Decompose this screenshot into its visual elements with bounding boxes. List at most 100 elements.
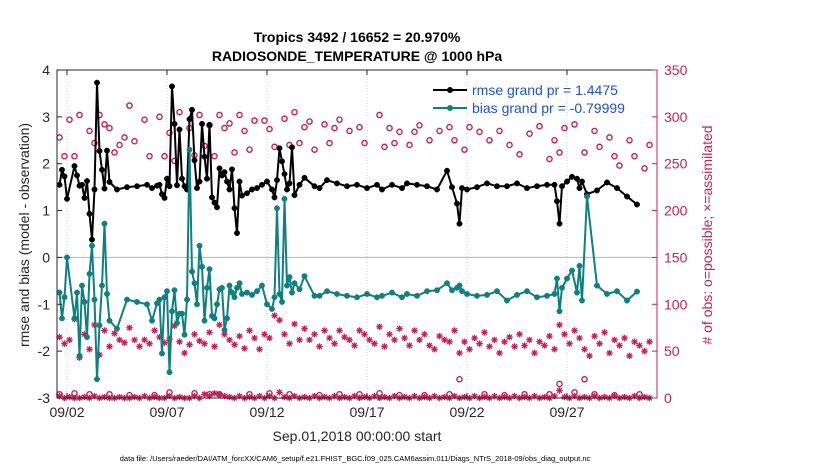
obs-assimilated-stroke	[196, 338, 203, 344]
obs-assimilated-point	[421, 393, 428, 401]
rmse-series-point	[594, 187, 600, 194]
rmse-series-point	[134, 183, 140, 190]
rmse-series	[56, 79, 640, 243]
obs-assimilated-stroke	[221, 331, 228, 338]
y-left-tick-label: -3	[38, 390, 51, 406]
rmse-series-point	[316, 185, 323, 192]
obs-possible-point	[631, 152, 638, 160]
obs-assimilated-point	[211, 343, 218, 350]
bias-series-point	[254, 288, 260, 295]
obs-assimilated-point	[196, 337, 203, 345]
obs-assimilated-point	[176, 393, 183, 401]
obs-assimilated-point	[501, 393, 508, 401]
obs-possible-point	[641, 165, 648, 172]
bias-series-point	[81, 298, 88, 305]
obs-assimilated-stroke	[381, 343, 388, 350]
obs-assimilated-point	[471, 334, 478, 342]
y-left-tick-label: 1	[42, 203, 50, 219]
bias-series-point	[284, 282, 290, 289]
obs-assimilated-point	[556, 321, 563, 329]
footer-data-file: data file: /Users/raeder/DAI/ATM_forcXX/…	[120, 454, 591, 463]
rmse-series-point	[224, 178, 230, 185]
rmse-series-point	[281, 171, 288, 177]
rmse-series-point	[211, 199, 218, 206]
bias-series-point	[576, 262, 583, 269]
obs-possible-point	[426, 136, 433, 144]
obs-possible-point	[111, 149, 118, 156]
obs-assimilated-point	[221, 331, 228, 338]
obs-assimilated-point	[461, 338, 468, 345]
obs-assimilated-point	[351, 342, 358, 349]
obs-assimilated-stroke	[541, 342, 548, 349]
rmse-series-point	[204, 175, 210, 182]
legend: rmse grand pr = 1.4475 bias grand pr = -0…	[433, 82, 625, 116]
obs-possible-point	[231, 149, 238, 156]
obs-assimilated-stroke	[401, 335, 408, 341]
y-right-tick-label: 100	[664, 296, 688, 312]
bias-series-point	[206, 266, 213, 273]
bias-series-point	[311, 292, 318, 299]
obs-assimilated-stroke	[641, 394, 648, 400]
obs-assimilated-stroke	[181, 350, 188, 356]
obs-assimilated-stroke	[521, 342, 528, 349]
obs-assimilated-point	[371, 340, 378, 347]
obs-assimilated-point	[216, 321, 223, 329]
rmse-series-point	[74, 172, 80, 179]
rmse-series-point	[274, 177, 280, 184]
bias-series-point	[624, 297, 630, 304]
bias-series-point	[289, 289, 295, 296]
bias-series-point	[184, 296, 190, 303]
obs-assimilated-point	[491, 336, 498, 344]
obs-assimilated-stroke	[466, 346, 473, 353]
obs-assimilated-point	[396, 325, 403, 332]
obs-assimilated-point	[601, 329, 608, 336]
rmse-series-point	[99, 166, 105, 173]
bias-series-point	[204, 284, 210, 291]
obs-possible-point	[161, 152, 168, 160]
bias-series-point	[144, 301, 150, 308]
obs-assimilated-point	[621, 393, 628, 401]
rmse-series-point	[96, 148, 103, 155]
bias-series-point	[379, 292, 385, 299]
rmse-series-point	[574, 175, 580, 182]
obs-possible-point	[271, 143, 278, 151]
obs-assimilated-point	[521, 393, 528, 401]
obs-possible-point	[266, 125, 273, 133]
rmse-series-point	[504, 183, 510, 190]
obs-possible-point	[196, 111, 203, 119]
obs-assimilated-stroke	[526, 337, 533, 343]
bias-series-point	[124, 296, 130, 303]
bias-series-point	[229, 289, 235, 296]
obs-assimilated-point	[336, 327, 343, 334]
obs-assimilated-point	[106, 343, 113, 350]
rmse-series-point	[324, 177, 330, 184]
obs-assimilated-point	[541, 393, 548, 401]
bias-series-point	[544, 292, 550, 299]
obs-assimilated-point	[366, 336, 373, 344]
obs-possible-point	[536, 122, 543, 130]
obs-assimilated-point	[591, 332, 598, 340]
obs-possible-point	[56, 134, 63, 141]
obs-possible-point	[506, 141, 513, 149]
obs-assimilated-stroke	[146, 340, 153, 347]
x-tick-label: 09/02	[49, 404, 84, 420]
obs-assimilated-stroke	[386, 331, 393, 338]
obs-possible-point	[321, 121, 328, 128]
bias-series-point	[344, 292, 350, 299]
obs-assimilated-stroke	[151, 327, 158, 334]
obs-assimilated-point	[116, 393, 123, 401]
x-tick-label: 09/17	[349, 404, 384, 420]
obs-assimilated-point	[641, 347, 648, 355]
obs-assimilated-point	[596, 340, 603, 347]
obs-assimilated-stroke	[341, 394, 348, 400]
bias-series-point	[316, 292, 323, 299]
bias-series-point	[56, 289, 63, 296]
bias-series-point	[334, 291, 340, 297]
bias-series-point	[199, 263, 205, 270]
obs-assimilated-point	[121, 339, 128, 346]
obs-possible-point	[71, 152, 78, 160]
obs-possible-point	[101, 121, 108, 128]
obs-assimilated-stroke	[206, 329, 213, 336]
bias-series-point	[584, 193, 590, 200]
obs-assimilated-point	[341, 393, 348, 401]
